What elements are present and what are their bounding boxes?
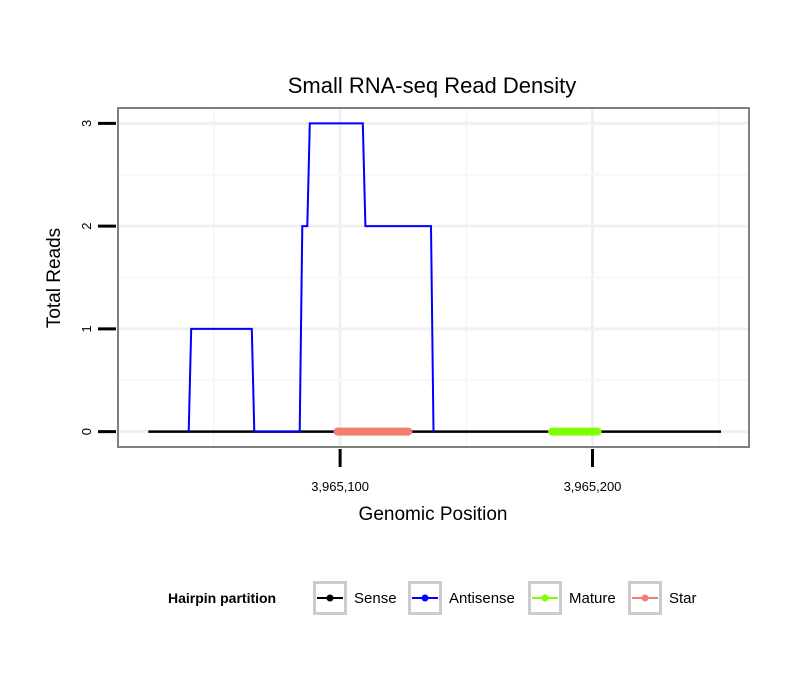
series-antisense-line [187,122,435,433]
y-tick-label: 3 [79,120,94,127]
legend-label-star: Star [669,590,697,607]
x-tick-label: 3,965,100 [311,479,369,494]
legend-point-star [641,594,649,602]
series-layer [148,122,721,436]
y-tick-label: 0 [79,428,94,435]
legend-label-sense: Sense [354,590,397,607]
chart-title: Small RNA-seq Read Density [288,73,577,98]
y-axis: 0 1 2 3 [79,120,116,435]
legend-title: Hairpin partition [168,590,276,606]
x-axis: 3,965,100 3,965,200 [311,449,621,494]
plot-border [117,107,750,448]
legend-label-mature: Mature [569,590,616,607]
y-tick-label: 2 [79,223,94,230]
legend-point-antisense [421,594,429,602]
legend-point-sense [326,594,334,602]
x-tick-label: 3,965,200 [564,479,622,494]
legend: Hairpin partition Sense Antisense Mature St… [168,581,697,615]
y-axis-title: Total Reads [44,228,65,328]
y-tick-label: 1 [79,325,94,332]
legend-label-antisense: Antisense [449,590,515,607]
legend-point-mature [541,594,549,602]
x-axis-title: Genomic Position [359,504,508,525]
